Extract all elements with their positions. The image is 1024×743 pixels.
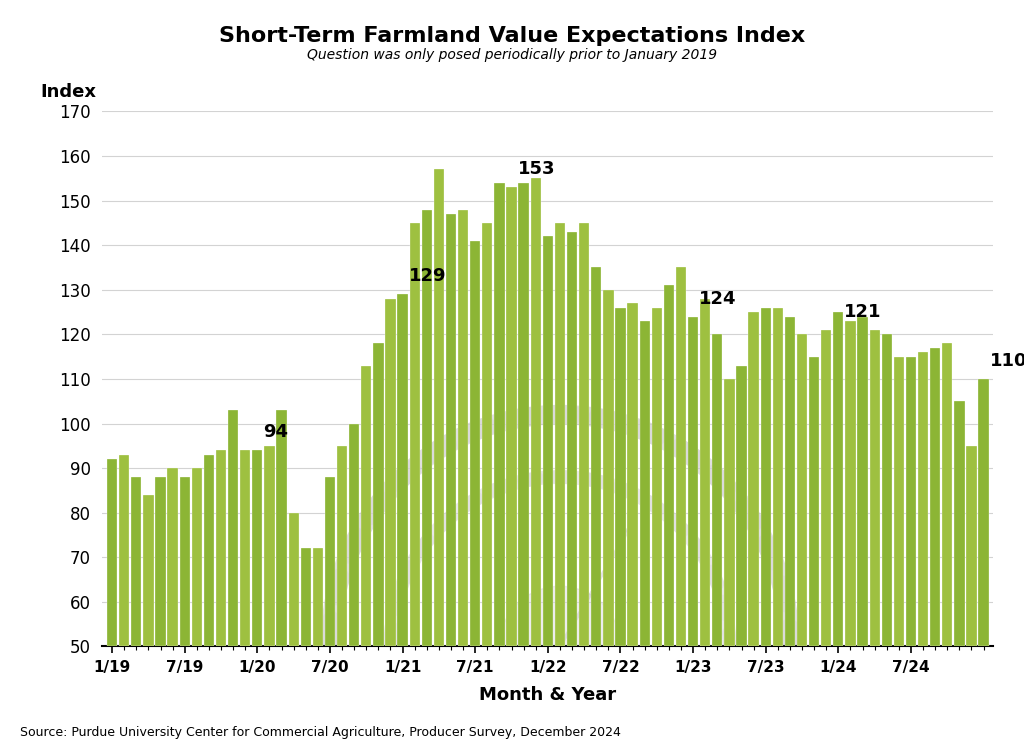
X-axis label: Month & Year: Month & Year [479,687,616,704]
Bar [784,317,795,646]
Bar [228,410,239,646]
Bar [930,348,940,646]
Bar [797,334,807,646]
Bar [373,343,384,646]
Bar [712,334,723,646]
Text: Question was only posed periodically prior to January 2019: Question was only posed periodically pri… [307,48,717,62]
Text: 124: 124 [699,290,736,308]
Bar [640,321,650,646]
Bar [495,183,505,646]
Bar [507,187,517,646]
Bar [410,223,420,646]
Bar [603,290,613,646]
Bar [651,308,662,646]
Bar [845,321,856,646]
Bar [676,267,686,646]
Bar [942,343,952,646]
Bar [821,330,831,646]
Bar [168,468,178,646]
Bar [761,308,771,646]
Bar [422,210,432,646]
Bar [894,357,904,646]
Bar [349,424,359,646]
Bar [156,477,166,646]
Bar [954,401,965,646]
Bar [276,410,287,646]
Text: 121: 121 [845,303,882,321]
Bar [179,477,189,646]
Bar [445,214,456,646]
Bar [301,548,311,646]
Bar [458,210,468,646]
Bar [773,308,783,646]
Bar [482,223,493,646]
Text: 129: 129 [409,267,446,285]
Bar [664,285,674,646]
Bar [252,450,262,646]
Bar [579,223,589,646]
Bar [240,450,251,646]
Bar [628,303,638,646]
Ellipse shape [500,586,621,707]
Bar [749,312,759,646]
Bar [397,294,408,646]
Bar [204,455,214,646]
Bar [918,352,928,646]
Bar [967,446,977,646]
Bar [809,357,819,646]
Bar [312,548,323,646]
Bar [470,241,480,646]
Bar [688,317,698,646]
Bar [543,236,553,646]
Bar [191,468,202,646]
Bar [337,446,347,646]
Bar [385,299,395,646]
Bar [882,334,892,646]
Text: 153: 153 [517,160,555,178]
Bar [857,317,867,646]
Bar [143,495,154,646]
Bar [615,308,626,646]
Bar [906,357,916,646]
Bar [325,477,335,646]
Bar [361,366,372,646]
Text: 94: 94 [263,424,289,441]
Bar [530,178,541,646]
Bar [979,379,989,646]
Bar [591,267,601,646]
Bar [119,455,129,646]
Text: Short-Term Farmland Value Expectations Index: Short-Term Farmland Value Expectations I… [219,26,805,46]
Bar [736,366,746,646]
Bar [700,299,711,646]
Bar [555,223,565,646]
Bar [289,513,299,646]
Bar [869,330,880,646]
Bar [724,379,734,646]
Text: Source: Purdue University Center for Commercial Agriculture, Producer Survey, De: Source: Purdue University Center for Com… [20,727,622,739]
Bar [434,169,444,646]
Text: 110: 110 [989,352,1024,370]
Bar [518,183,528,646]
Bar [567,232,578,646]
Bar [131,477,141,646]
Text: Index: Index [40,82,96,101]
Bar [106,459,117,646]
Bar [834,312,844,646]
Bar [216,450,226,646]
Bar [264,446,274,646]
